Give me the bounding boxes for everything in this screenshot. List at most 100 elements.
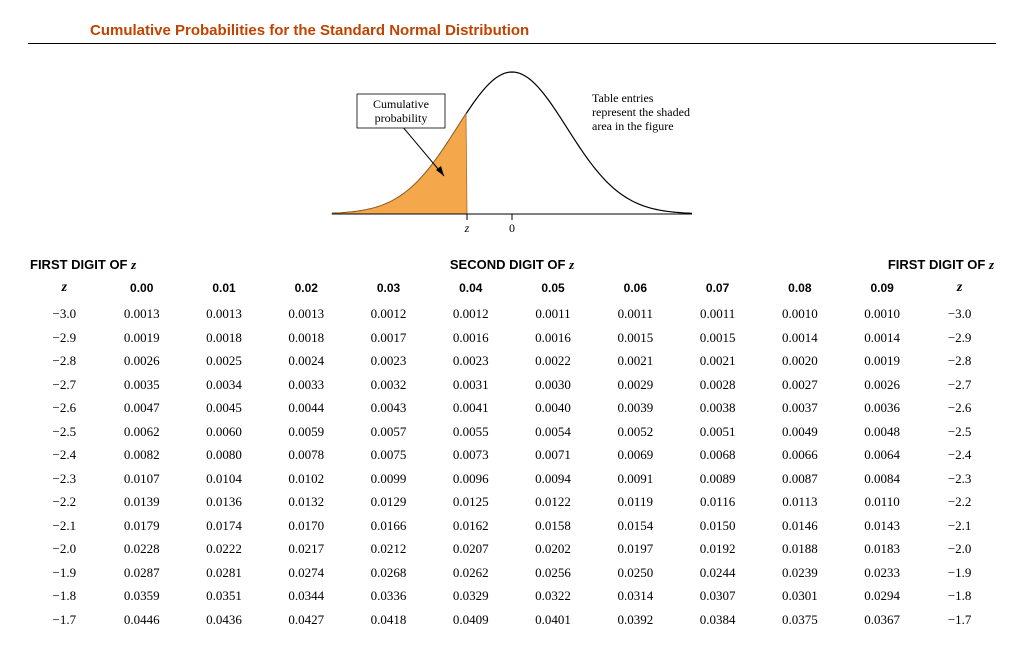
cell-value: 0.0051 xyxy=(676,420,758,444)
col-header-value: 0.05 xyxy=(512,275,594,302)
label-text-cumulative-1: Cumulative xyxy=(373,97,429,111)
row-z-label: −1.7 xyxy=(923,608,996,632)
cell-value: 0.0020 xyxy=(759,349,841,373)
row-z-label: −2.5 xyxy=(923,420,996,444)
row-z-label: −2.3 xyxy=(28,467,101,491)
cell-value: 0.0392 xyxy=(594,608,676,632)
row-z-label: −2.0 xyxy=(923,537,996,561)
cell-value: 0.0136 xyxy=(183,490,265,514)
cell-value: 0.0023 xyxy=(347,349,429,373)
cell-value: 0.0035 xyxy=(101,373,183,397)
cell-value: 0.0011 xyxy=(594,302,676,326)
col-header-value: 0.06 xyxy=(594,275,676,302)
col-header-value: 0.01 xyxy=(183,275,265,302)
cell-value: 0.0014 xyxy=(759,326,841,350)
heading-right: FIRST DIGIT OF xyxy=(888,257,986,272)
z-table-body: −3.00.00130.00130.00130.00120.00120.0011… xyxy=(28,302,996,631)
col-header-value: 0.03 xyxy=(347,275,429,302)
cell-value: 0.0060 xyxy=(183,420,265,444)
cell-value: 0.0049 xyxy=(759,420,841,444)
z-table: z0.000.010.020.030.040.050.060.070.080.0… xyxy=(28,275,996,631)
row-z-label: −3.0 xyxy=(28,302,101,326)
cell-value: 0.0150 xyxy=(676,514,758,538)
column-group-headings: FIRST DIGIT OF z SECOND DIGIT OF z FIRST… xyxy=(28,257,996,273)
cell-value: 0.0011 xyxy=(676,302,758,326)
cell-value: 0.0048 xyxy=(841,420,923,444)
cell-value: 0.0025 xyxy=(183,349,265,373)
table-row: −1.70.04460.04360.04270.04180.04090.0401… xyxy=(28,608,996,632)
cell-value: 0.0301 xyxy=(759,584,841,608)
cell-value: 0.0026 xyxy=(101,349,183,373)
cell-value: 0.0019 xyxy=(841,349,923,373)
cell-value: 0.0174 xyxy=(183,514,265,538)
table-row: −2.80.00260.00250.00240.00230.00230.0022… xyxy=(28,349,996,373)
heading-center-z: z xyxy=(569,257,574,272)
cell-value: 0.0033 xyxy=(265,373,347,397)
arrow-line xyxy=(402,126,444,176)
cell-value: 0.0446 xyxy=(101,608,183,632)
cell-value: 0.0019 xyxy=(101,326,183,350)
cell-value: 0.0096 xyxy=(430,467,512,491)
cell-value: 0.0132 xyxy=(265,490,347,514)
cell-value: 0.0038 xyxy=(676,396,758,420)
col-header-value: 0.09 xyxy=(841,275,923,302)
label-text-note-2: represent the shaded xyxy=(592,105,690,119)
table-row: −2.90.00190.00180.00180.00170.00160.0016… xyxy=(28,326,996,350)
cell-value: 0.0336 xyxy=(347,584,429,608)
cell-value: 0.0268 xyxy=(347,561,429,585)
cell-value: 0.0040 xyxy=(512,396,594,420)
col-header-value: 0.07 xyxy=(676,275,758,302)
table-row: −2.50.00620.00600.00590.00570.00550.0054… xyxy=(28,420,996,444)
cell-value: 0.0110 xyxy=(841,490,923,514)
cell-value: 0.0099 xyxy=(347,467,429,491)
cell-value: 0.0055 xyxy=(430,420,512,444)
table-row: −2.00.02280.02220.02170.02120.02070.0202… xyxy=(28,537,996,561)
cell-value: 0.0013 xyxy=(183,302,265,326)
cell-value: 0.0082 xyxy=(101,443,183,467)
cell-value: 0.0016 xyxy=(430,326,512,350)
cell-value: 0.0017 xyxy=(347,326,429,350)
row-z-label: −2.3 xyxy=(923,467,996,491)
table-row: −2.70.00350.00340.00330.00320.00310.0030… xyxy=(28,373,996,397)
col-header-value: 0.08 xyxy=(759,275,841,302)
cell-value: 0.0012 xyxy=(430,302,512,326)
cell-value: 0.0039 xyxy=(594,396,676,420)
row-z-label: −2.8 xyxy=(923,349,996,373)
z-table-head: z0.000.010.020.030.040.050.060.070.080.0… xyxy=(28,275,996,302)
cell-value: 0.0012 xyxy=(347,302,429,326)
cell-value: 0.0401 xyxy=(512,608,594,632)
cell-value: 0.0436 xyxy=(183,608,265,632)
cell-value: 0.0015 xyxy=(594,326,676,350)
heading-right-z: z xyxy=(989,257,994,272)
cell-value: 0.0344 xyxy=(265,584,347,608)
cell-value: 0.0322 xyxy=(512,584,594,608)
heading-center: SECOND DIGIT OF xyxy=(450,257,566,272)
row-z-label: −2.9 xyxy=(923,326,996,350)
cell-value: 0.0107 xyxy=(101,467,183,491)
cell-value: 0.0057 xyxy=(347,420,429,444)
cell-value: 0.0375 xyxy=(759,608,841,632)
cell-value: 0.0314 xyxy=(594,584,676,608)
cell-value: 0.0158 xyxy=(512,514,594,538)
cell-value: 0.0116 xyxy=(676,490,758,514)
cell-value: 0.0256 xyxy=(512,561,594,585)
shaded-area xyxy=(332,114,467,214)
cell-value: 0.0262 xyxy=(430,561,512,585)
col-header-z: z xyxy=(28,275,101,302)
cell-value: 0.0179 xyxy=(101,514,183,538)
cell-value: 0.0188 xyxy=(759,537,841,561)
cell-value: 0.0045 xyxy=(183,396,265,420)
table-row: −1.90.02870.02810.02740.02680.02620.0256… xyxy=(28,561,996,585)
cell-value: 0.0026 xyxy=(841,373,923,397)
cell-value: 0.0036 xyxy=(841,396,923,420)
row-z-label: −2.0 xyxy=(28,537,101,561)
cell-value: 0.0022 xyxy=(512,349,594,373)
cell-value: 0.0030 xyxy=(512,373,594,397)
cell-value: 0.0170 xyxy=(265,514,347,538)
cell-value: 0.0080 xyxy=(183,443,265,467)
cell-value: 0.0359 xyxy=(101,584,183,608)
table-row: −3.00.00130.00130.00130.00120.00120.0011… xyxy=(28,302,996,326)
cell-value: 0.0021 xyxy=(594,349,676,373)
cell-value: 0.0294 xyxy=(841,584,923,608)
table-row: −2.30.01070.01040.01020.00990.00960.0094… xyxy=(28,467,996,491)
